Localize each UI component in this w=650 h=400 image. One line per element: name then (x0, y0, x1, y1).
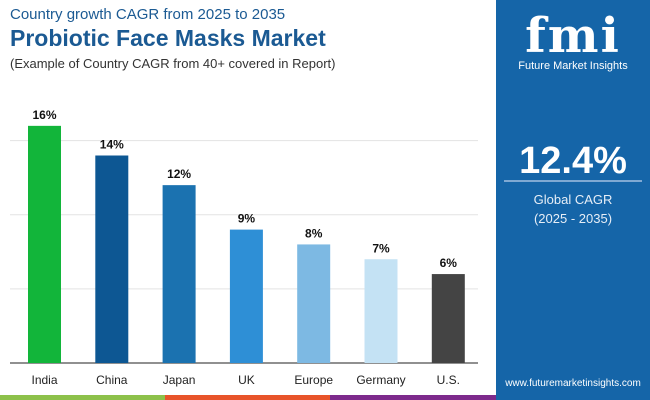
data-label: 8% (305, 226, 323, 240)
bar-china (95, 155, 129, 363)
data-label: 16% (32, 108, 56, 122)
stripe-purple (330, 395, 496, 400)
bar-europe (297, 244, 331, 363)
website-link[interactable]: www.futuremarketinsights.com (505, 378, 641, 389)
data-label: 9% (238, 212, 256, 226)
data-label: 14% (100, 138, 124, 152)
stripe-orange (165, 395, 330, 400)
x-tick-label: India (31, 373, 57, 387)
chart-title: Probiotic Face Masks Market (10, 25, 326, 51)
global-cagr-value: 12.4% (519, 140, 627, 182)
subtitle: Country growth CAGR from 2025 to 2035 (10, 6, 286, 23)
bar-japan (162, 185, 196, 363)
stripe-green (0, 395, 165, 400)
bar-germany (364, 259, 398, 363)
x-tick-label: Germany (356, 373, 405, 387)
x-tick-label: Japan (163, 373, 196, 387)
x-tick-label: U.S. (437, 373, 460, 387)
summary-panel: fmi Future Market Insights 12.4% Global … (496, 0, 650, 400)
data-label: 6% (440, 256, 458, 270)
bar-chart: 16% India 14% China 12% Japan 9% UK 8% Europe 7% Ge… (10, 108, 478, 387)
bar-uk (229, 229, 263, 363)
bar-india (28, 125, 61, 363)
x-tick-label: China (96, 373, 128, 387)
period-label: (2025 - 2035) (533, 211, 613, 226)
bar-us (431, 274, 465, 363)
note: (Example of Country CAGR from 40+ covere… (10, 56, 336, 71)
data-label: 12% (167, 167, 191, 181)
data-label: 7% (372, 241, 390, 255)
global-cagr-label: Global CAGR (533, 192, 613, 207)
fmi-logo: fmi Future Market Insights (518, 8, 628, 72)
x-tick-label: Europe (294, 373, 333, 387)
divider (504, 180, 642, 182)
x-tick-label: UK (238, 373, 255, 387)
